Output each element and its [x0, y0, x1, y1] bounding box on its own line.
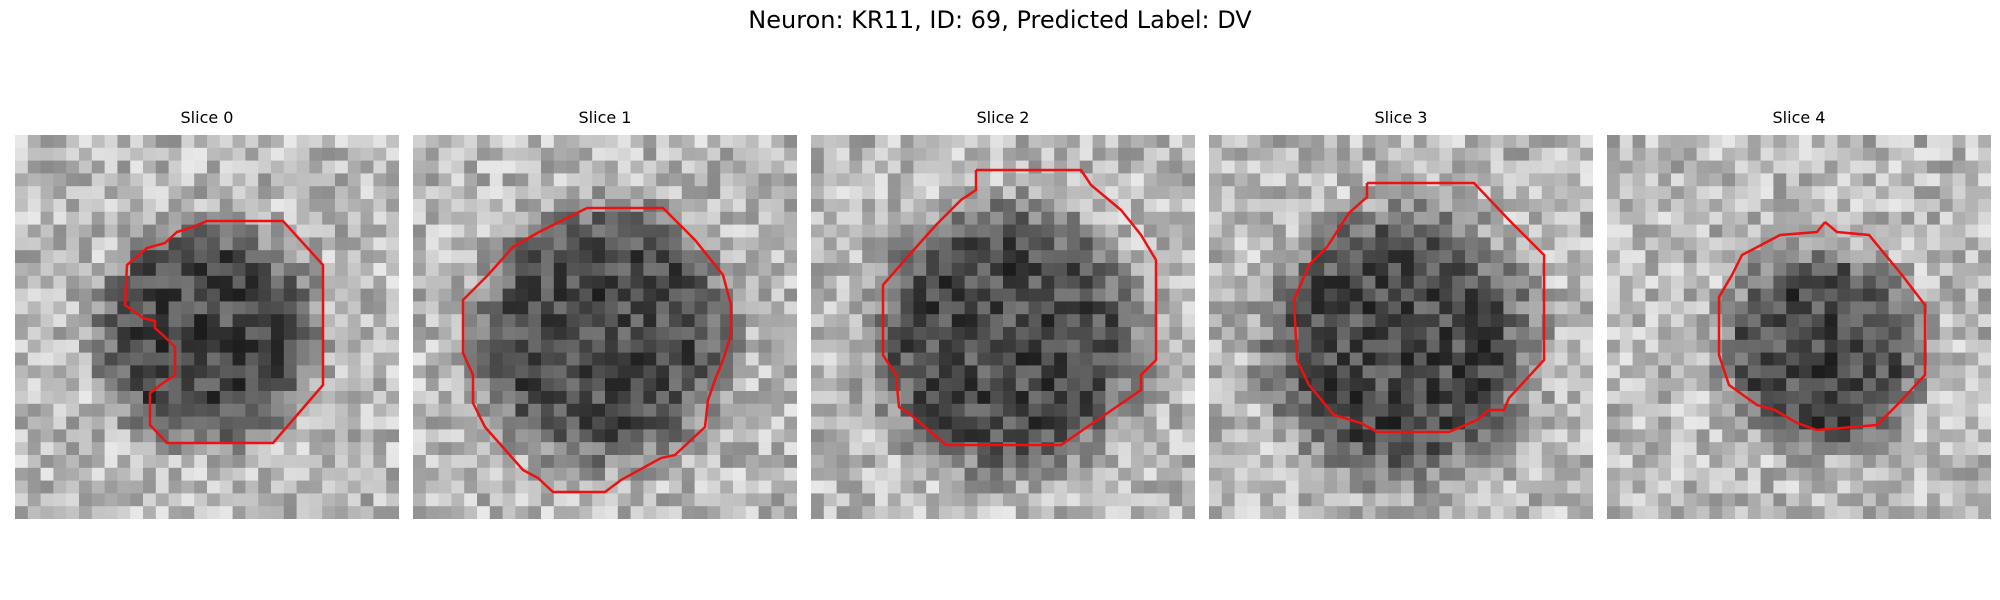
contour-line: [881, 168, 1158, 447]
slice-panel-4: Slice 4: [1607, 108, 1991, 522]
slice-title: Slice 0: [180, 108, 234, 127]
slice-image: [413, 135, 797, 519]
slice-image: [811, 135, 1195, 519]
contour-line: [1292, 181, 1546, 434]
contour-line: [1717, 221, 1927, 432]
slice-image: [15, 135, 399, 519]
slice-panel-3: Slice 3: [1209, 108, 1593, 522]
slice-title: Slice 4: [1772, 108, 1826, 127]
slice-panel-1: Slice 1: [413, 108, 797, 522]
slice-panel-2: Slice 2: [811, 108, 1195, 522]
slice-title: Slice 3: [1374, 108, 1428, 127]
figure-title: Neuron: KR11, ID: 69, Predicted Label: D…: [748, 6, 1252, 34]
slice-image: [1209, 135, 1593, 519]
contour-line: [461, 206, 733, 494]
contour-line: [123, 219, 325, 445]
slice-title: Slice 2: [976, 108, 1030, 127]
slice-panel-0: Slice 0: [15, 108, 399, 522]
slice-title: Slice 1: [578, 108, 632, 127]
slice-image: [1607, 135, 1991, 519]
